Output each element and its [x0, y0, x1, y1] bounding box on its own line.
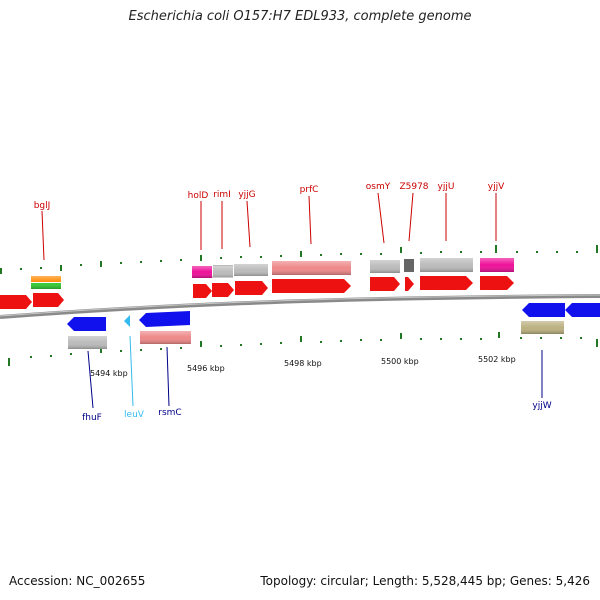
forward-features-row1	[31, 258, 514, 289]
label-leaders	[41, 192, 543, 409]
outer-ruler-upper	[0, 245, 598, 274]
scale-label-5494: 5494 kbp	[90, 369, 128, 378]
cds-arrow-Z5978[interactable]	[405, 277, 414, 291]
cds-arrow-left-edge[interactable]	[0, 295, 32, 309]
gene-label-yjjW[interactable]: yjjW	[532, 401, 551, 411]
gene-label-bglJ[interactable]: bglJ	[34, 201, 51, 211]
gene-label-rsmC[interactable]: rsmC	[158, 408, 181, 418]
gene-label-osmY[interactable]: osmY	[366, 182, 391, 192]
scale-label-5500: 5500 kbp	[381, 357, 419, 366]
forward-cds-arrows	[0, 276, 514, 309]
accession-label: Accession: NC_002655	[9, 574, 146, 588]
cds-arrow-holD[interactable]	[193, 284, 212, 298]
cds-arrow-bglJ[interactable]	[33, 293, 64, 307]
gene-label-leuV[interactable]: leuV	[124, 410, 145, 420]
gene-label-holD[interactable]: holD	[188, 191, 209, 201]
reverse-cds-arrows	[67, 303, 600, 331]
inner-ruler-lower	[8, 332, 598, 366]
gene-label-prfC[interactable]: prfC	[300, 185, 319, 195]
cds-arrow-yjjV[interactable]	[480, 276, 514, 290]
cds-arrow-fhuF[interactable]	[67, 317, 106, 331]
gene-label-rimI[interactable]: rimI	[213, 190, 231, 200]
genome-backbone	[0, 294, 600, 319]
gene-label-yjjV[interactable]: yjjV	[488, 182, 505, 192]
gene-label-yjjU[interactable]: yjjU	[438, 182, 455, 192]
scale-label-5496: 5496 kbp	[187, 364, 225, 373]
cds-arrow-right-edge[interactable]	[565, 303, 600, 317]
gene-label-yjjG[interactable]: yjjG	[238, 190, 255, 200]
cds-arrow-rsmC[interactable]	[139, 311, 190, 327]
cds-arrow-rimI[interactable]	[212, 283, 234, 297]
cds-arrow-yjjW[interactable]	[522, 303, 565, 317]
trna-leuV[interactable]	[124, 315, 130, 327]
map-title: Escherichia coli O157:H7 EDL933, complet…	[128, 9, 472, 24]
scale-label-5502: 5502 kbp	[478, 355, 516, 364]
reverse-features	[68, 321, 564, 349]
cds-arrow-prfC[interactable]	[272, 279, 351, 293]
gene-labels: bglJ holD rimI yjjG prfC osmY Z5978 yjjU…	[34, 182, 552, 423]
gene-label-Z5978[interactable]: Z5978	[399, 182, 428, 192]
feature-Z5978[interactable]	[404, 259, 414, 272]
cds-arrow-yjjU[interactable]	[420, 276, 473, 290]
scale-label-5498: 5498 kbp	[284, 359, 322, 368]
cds-arrow-osmY[interactable]	[370, 277, 400, 291]
genome-summary: Topology: circular; Length: 5,528,445 bp…	[260, 574, 590, 588]
cds-arrow-yjjG[interactable]	[235, 281, 268, 295]
gene-label-fhuF[interactable]: fhuF	[82, 413, 102, 423]
